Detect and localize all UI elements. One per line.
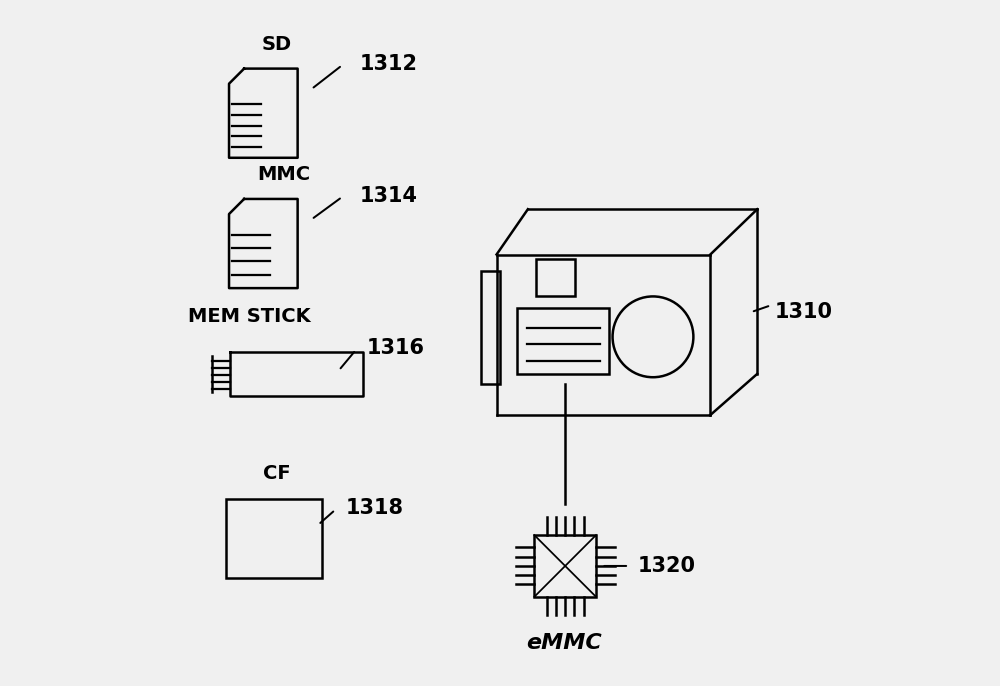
- Bar: [226, 499, 322, 578]
- Bar: [536, 259, 575, 296]
- Text: MEM STICK: MEM STICK: [188, 307, 311, 327]
- Text: 1320: 1320: [637, 556, 695, 576]
- Text: eMMC: eMMC: [526, 633, 602, 654]
- Text: 1316: 1316: [366, 338, 424, 359]
- Bar: [517, 308, 609, 374]
- Text: MMC: MMC: [257, 165, 310, 185]
- Text: 1318: 1318: [346, 497, 404, 518]
- Text: CF: CF: [263, 464, 291, 483]
- Bar: [481, 271, 500, 384]
- Text: SD: SD: [262, 35, 292, 54]
- Text: 1314: 1314: [359, 185, 417, 206]
- Text: 1310: 1310: [774, 302, 832, 322]
- Text: 1312: 1312: [359, 54, 417, 74]
- Bar: [534, 535, 596, 597]
